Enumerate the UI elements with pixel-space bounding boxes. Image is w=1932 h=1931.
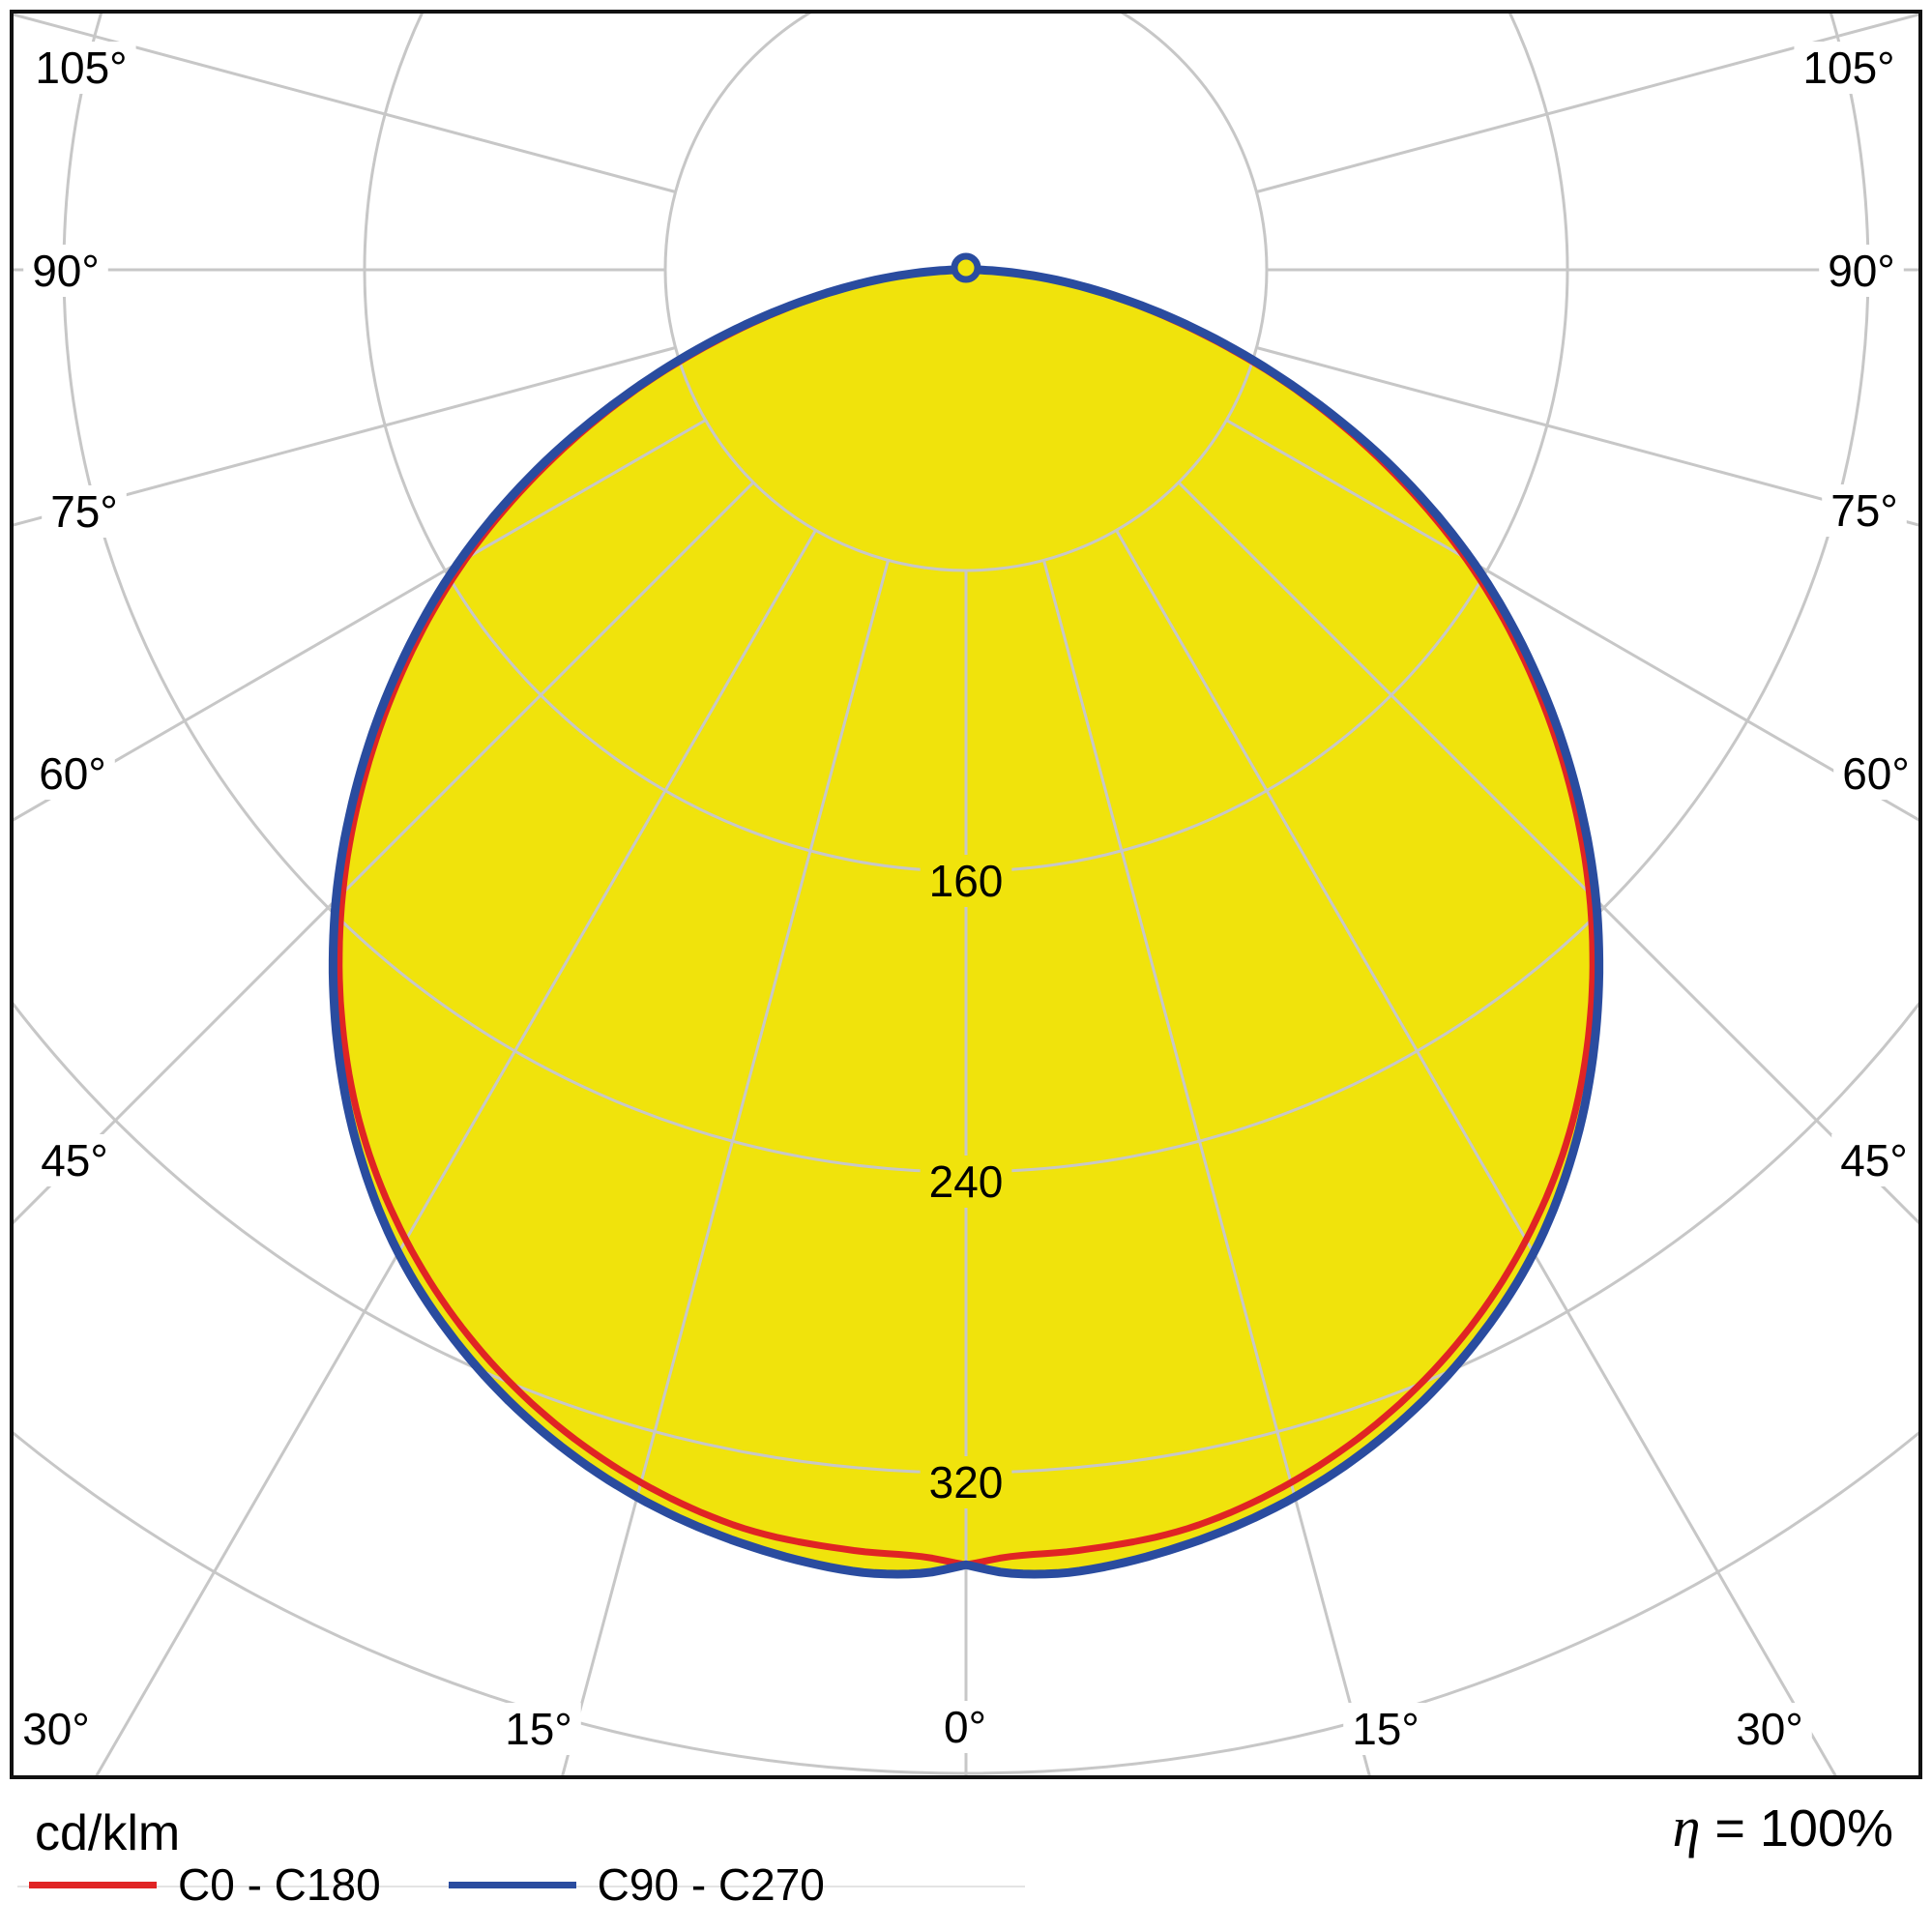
angle-tick-label-14: 105° — [1802, 43, 1894, 93]
grid-radial--60 — [12, 419, 707, 823]
ring-value-label-160-plate — [920, 855, 1012, 907]
angle-tick-label-7-plate — [935, 1701, 995, 1753]
legend-item-c0-c180: C0 - C180 — [178, 1859, 381, 1910]
grid-radial--105 — [12, 12, 676, 193]
angle-tick-label-13-plate — [1819, 245, 1904, 297]
angle-tick-label-11-plate — [1833, 747, 1918, 800]
origin-marker — [951, 252, 981, 283]
grid-radial-45 — [1177, 481, 1920, 1227]
angle-tick-label-10: 45° — [1840, 1135, 1908, 1185]
ring-value-label-240: 240 — [929, 1156, 1004, 1207]
legend-unit-label: cd/klm — [35, 1805, 181, 1861]
angle-tick-label-3-plate — [30, 747, 115, 800]
angle-tick-label-2-plate — [42, 485, 127, 538]
angle-tick-label-2: 75° — [50, 486, 118, 537]
ring-value-label-160: 160 — [929, 856, 1004, 906]
angle-tick-label-4: 45° — [41, 1135, 108, 1185]
angle-tick-label-12-plate — [1822, 484, 1907, 537]
legend-swatch-c90-c270 — [448, 1881, 576, 1888]
grid-radial-75 — [1256, 346, 1920, 528]
legend: C0 - C180 C90 - C270 — [29, 1858, 825, 1911]
angle-tick-label-3: 60° — [39, 748, 106, 799]
grid-radial-105 — [1256, 12, 1920, 193]
curve-c90-c270 — [328, 265, 1604, 1579]
grid-radial--30 — [94, 529, 817, 1777]
ring-value-label-240-plate — [920, 1156, 1012, 1208]
chart-frame — [10, 10, 1922, 1779]
angle-tick-label-7: 0° — [944, 1702, 986, 1752]
angle-tick-label-1-plate — [23, 245, 108, 297]
efficiency-value: = 100% — [1700, 1799, 1893, 1858]
angle-tick-label-12: 75° — [1830, 485, 1898, 536]
angle-tick-label-5: 30° — [22, 1704, 90, 1754]
ring-value-label-320: 320 — [929, 1457, 1004, 1507]
grid-radial--75 — [12, 346, 676, 528]
angle-tick-label-4-plate — [32, 1134, 117, 1186]
angle-tick-label-11: 60° — [1842, 748, 1910, 799]
angle-tick-label-9-plate — [1727, 1703, 1812, 1755]
ring-value-label-320-plate — [920, 1456, 1012, 1508]
legend-item-c90-c270: C90 - C270 — [597, 1859, 825, 1910]
grid-radial--45 — [12, 481, 755, 1227]
grid-radial-15 — [1042, 560, 1372, 1777]
grid-radial-60 — [1225, 419, 1920, 823]
angle-tick-label-8: 15° — [1352, 1704, 1420, 1754]
angle-tick-label-9: 30° — [1736, 1704, 1803, 1754]
angle-tick-label-6: 15° — [505, 1704, 572, 1754]
angle-tick-label-13: 90° — [1828, 246, 1895, 296]
angle-tick-label-10-plate — [1831, 1134, 1917, 1186]
grid-radial-30 — [1115, 529, 1838, 1777]
efficiency-label: η = 100% — [1673, 1795, 1893, 1859]
grid-radial--15 — [560, 560, 890, 1777]
angle-tick-label-8-plate — [1343, 1703, 1428, 1755]
angle-tick-label-5-plate — [14, 1703, 99, 1755]
eta-symbol: η — [1672, 1796, 1701, 1858]
angle-tick-label-1: 90° — [32, 246, 100, 296]
angle-tick-label-6-plate — [496, 1703, 581, 1755]
angle-tick-label-0: 105° — [35, 43, 127, 93]
legend-swatch-c0-c180 — [29, 1881, 157, 1888]
angle-tick-label-14-plate — [1794, 42, 1904, 94]
angle-tick-label-0-plate — [26, 42, 136, 94]
